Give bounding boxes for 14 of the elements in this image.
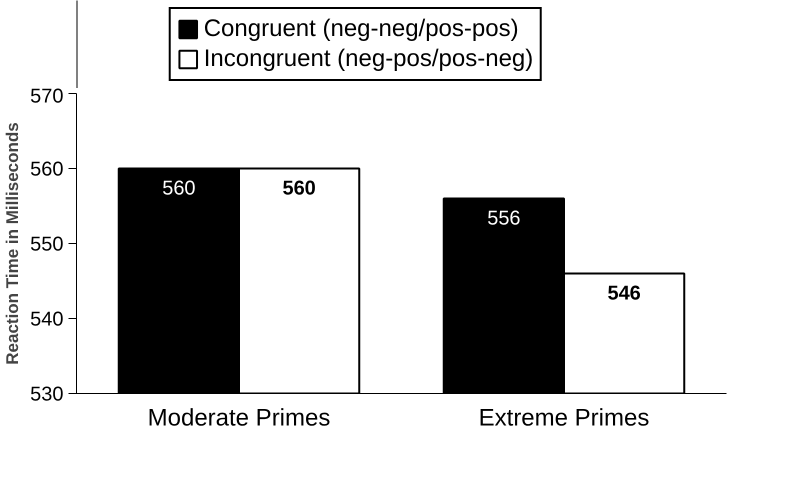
legend-label: Incongruent (neg-pos/pos-neg) bbox=[204, 45, 534, 73]
y-tick-label: 530 bbox=[30, 384, 64, 406]
y-tick-label: 540 bbox=[30, 308, 64, 330]
y-tick-label: 560 bbox=[30, 158, 64, 180]
data-label: 560 bbox=[162, 178, 196, 200]
y-axis-title: Reaction Time in Milliseconds bbox=[3, 122, 22, 365]
legend-label: Congruent (neg-neg/pos-pos) bbox=[204, 15, 519, 43]
data-label: 560 bbox=[282, 178, 316, 200]
data-label: 546 bbox=[607, 282, 641, 304]
x-tick-label: Moderate Primes bbox=[148, 404, 330, 432]
y-tick-label: 550 bbox=[30, 234, 64, 256]
x-tick-label: Extreme Primes bbox=[478, 404, 650, 432]
y-tick-label: 570 bbox=[30, 86, 64, 108]
data-label: 556 bbox=[487, 208, 521, 230]
